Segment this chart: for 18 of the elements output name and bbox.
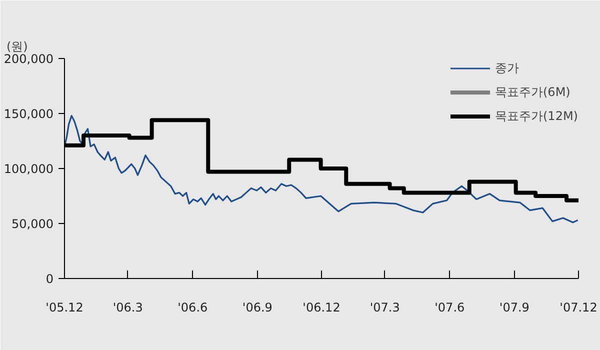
y-tick-label: 150,000 xyxy=(4,107,54,121)
y-tick-label: 200,000 xyxy=(4,52,54,66)
y-tick-label: 50,000 xyxy=(12,217,54,231)
x-tick-label: '06.9 xyxy=(242,300,272,314)
x-tick-label: '06.3 xyxy=(112,300,143,314)
x-tick-label: '07.6 xyxy=(434,300,465,314)
y-tick-label: 100,000 xyxy=(4,162,54,176)
legend-label: 목표주가(12M) xyxy=(495,108,578,124)
legend-label: 종가 xyxy=(495,60,519,76)
x-tick-label: '07.12 xyxy=(560,300,598,314)
x-tick-label: '07.9 xyxy=(499,300,530,314)
x-tick-label: '07.3 xyxy=(370,300,400,314)
y-tick-label: 0 xyxy=(46,272,54,286)
x-tick-label: '06.6 xyxy=(178,300,208,314)
x-tick-label: '06.12 xyxy=(302,300,340,314)
y-axis-title: (원) xyxy=(6,40,28,54)
x-tick-label: '05.12 xyxy=(46,300,84,314)
legend-label: 목표주가(6M) xyxy=(495,84,570,100)
